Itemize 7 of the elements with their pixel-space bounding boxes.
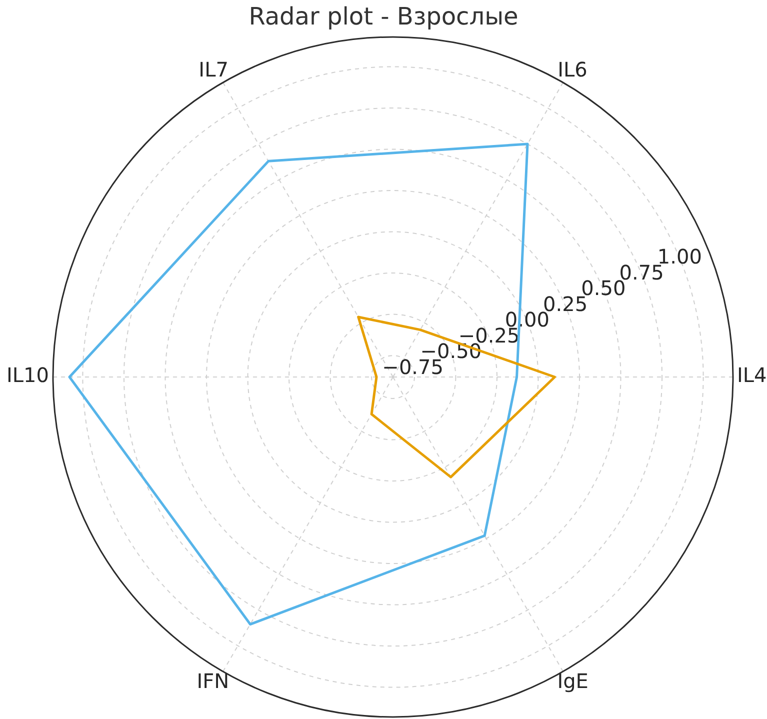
spoke-label: IL4 — [737, 363, 767, 388]
spoke-label: IL7 — [198, 57, 228, 82]
spoke-label: IgE — [557, 668, 588, 693]
chart-title: Radar plot - Взрослые — [248, 2, 518, 31]
spoke-label: IFN — [196, 668, 230, 693]
spoke-label: IL10 — [6, 363, 50, 388]
spoke-label: IL6 — [558, 57, 588, 82]
